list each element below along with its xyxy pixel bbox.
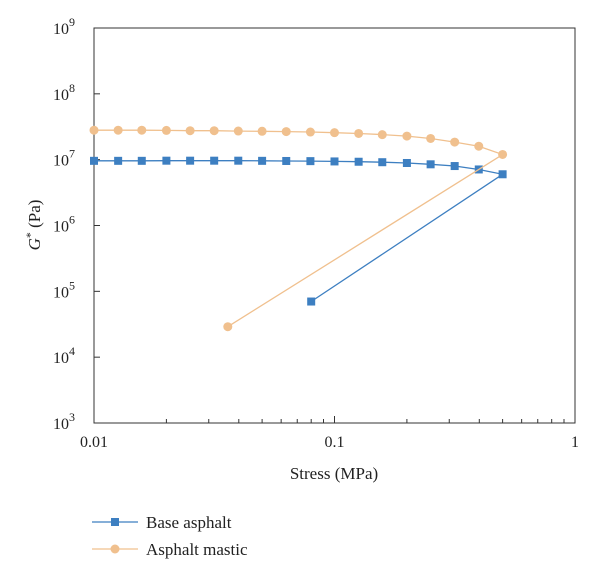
y-tick-base: 10 — [53, 219, 69, 236]
y-axis-title: G* (Pa) — [23, 200, 44, 251]
y-tick-label: 109 — [53, 15, 75, 38]
y-tick-base: 10 — [53, 21, 69, 38]
y-tick-base: 10 — [53, 87, 69, 104]
data-point — [185, 126, 195, 136]
data-point — [330, 157, 339, 166]
y-tick-label: 106 — [53, 213, 75, 236]
y-tick-label: 107 — [53, 147, 75, 170]
data-point — [330, 128, 339, 138]
data-point — [233, 126, 243, 136]
legend: Base asphalt Asphalt mastic — [92, 513, 248, 559]
x-axis-ticks: 0.01 0.1 1 — [80, 416, 579, 451]
y-tick-exponent: 6 — [69, 213, 75, 227]
data-point — [162, 156, 171, 165]
legend-marker — [110, 544, 120, 554]
x-tick-label: 0.01 — [80, 434, 108, 451]
data-point — [426, 133, 436, 143]
data-point — [306, 157, 315, 166]
data-point — [474, 141, 484, 151]
y-tick-exponent: 4 — [69, 344, 75, 358]
y-tick-exponent: 3 — [69, 410, 75, 424]
data-point — [450, 137, 460, 147]
legend-marker — [111, 518, 119, 526]
series-asphalt-mastic — [89, 125, 508, 332]
data-point — [426, 160, 435, 169]
data-point — [307, 297, 316, 306]
x-tick-label: 0.1 — [325, 434, 345, 451]
y-axis-title-main: G — [25, 238, 44, 250]
data-point — [89, 125, 99, 135]
data-point — [234, 156, 243, 165]
data-point — [90, 156, 98, 165]
plot-area — [93, 27, 576, 424]
x-axis-title: Stress (MPa) — [290, 464, 378, 483]
data-point — [354, 128, 364, 138]
y-tick-label: 105 — [53, 278, 75, 301]
y-tick-base: 10 — [53, 284, 69, 301]
y-tick-exponent: 5 — [69, 278, 75, 292]
y-tick-exponent: 8 — [69, 81, 75, 95]
data-point — [402, 158, 411, 167]
data-point — [186, 156, 195, 165]
data-point — [114, 156, 123, 165]
data-point — [281, 127, 291, 137]
y-tick-exponent: 7 — [69, 147, 75, 161]
data-point — [450, 162, 459, 171]
legend-label: Base asphalt — [146, 513, 232, 532]
data-point — [258, 156, 267, 165]
data-point — [209, 126, 219, 136]
series-layer — [89, 125, 508, 332]
x-tick-label: 1 — [571, 434, 579, 451]
y-axis-title-sup: * — [23, 232, 37, 238]
data-point — [354, 157, 363, 166]
data-point — [305, 127, 315, 137]
legend-label: Asphalt mastic — [146, 540, 248, 559]
data-point — [257, 126, 267, 136]
legend-item: Asphalt mastic — [92, 540, 248, 559]
data-point — [223, 322, 233, 332]
data-point — [498, 170, 507, 179]
data-point — [210, 156, 219, 165]
data-point — [282, 156, 291, 165]
y-tick-base: 10 — [53, 153, 69, 170]
data-point — [113, 125, 123, 135]
data-point — [498, 149, 508, 159]
legend-item: Base asphalt — [92, 513, 232, 532]
series-base-asphalt — [90, 156, 507, 306]
y-tick-base: 10 — [53, 350, 69, 367]
data-point — [378, 158, 387, 167]
data-point — [402, 131, 412, 141]
data-point — [137, 156, 146, 165]
y-tick-label: 103 — [53, 410, 75, 433]
y-axis-title-unit: (Pa) — [25, 200, 44, 233]
data-point — [161, 125, 171, 135]
y-tick-label: 108 — [53, 81, 75, 104]
y-tick-exponent: 9 — [69, 15, 75, 29]
data-point — [377, 130, 387, 140]
data-point — [137, 125, 147, 135]
y-tick-label: 104 — [53, 344, 75, 367]
y-tick-base: 10 — [53, 416, 69, 433]
